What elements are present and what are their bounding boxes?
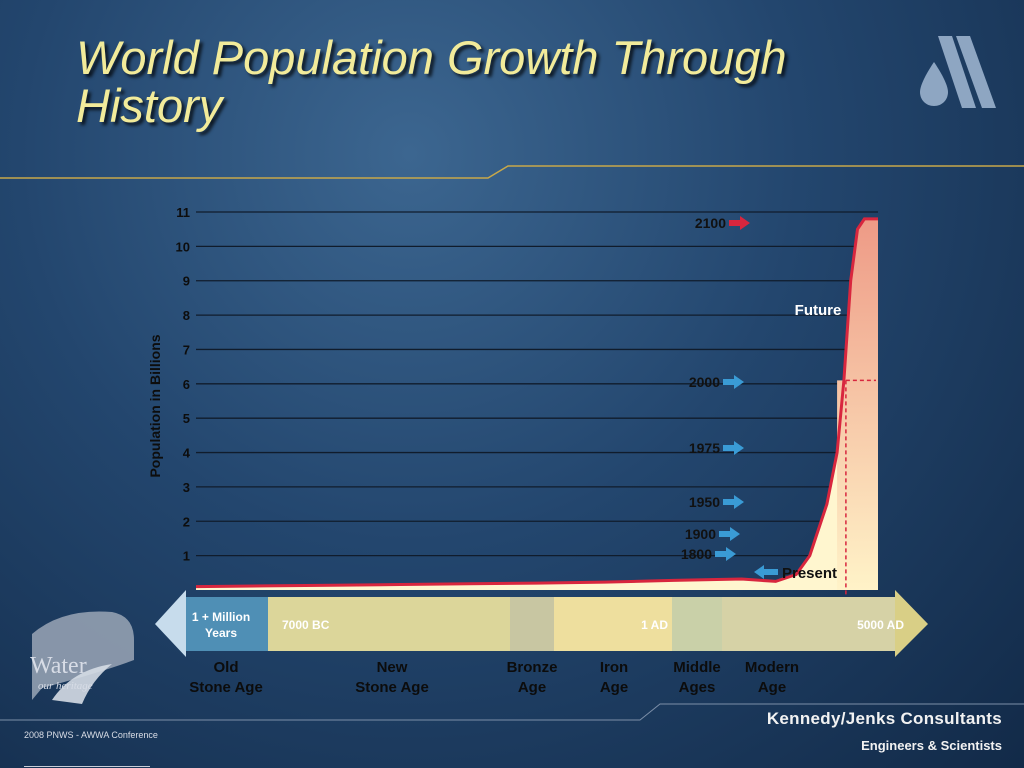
future-label: Future (795, 302, 842, 319)
y-tick-7: 7 (183, 342, 190, 357)
y-tick-9: 9 (183, 274, 190, 289)
header-divider (0, 165, 1024, 179)
population-line (195, 217, 878, 589)
present-arrow (754, 565, 778, 579)
year-label-1900: 1900 (685, 526, 716, 542)
year-label-1975: 1975 (689, 440, 720, 456)
year-arrow-2100 (729, 216, 750, 230)
water-logo-text: Water (30, 653, 87, 679)
timeline-label-1ad: 1 AD (641, 618, 668, 632)
area-fill (196, 218, 878, 590)
age-label-1-line1: New (377, 659, 408, 676)
population-chart: 1 2 3 4 5 6 7 8 9 10 11 Population in Billions Futur… (147, 205, 928, 696)
timeline-label-7000bc: 7000 BC (282, 618, 330, 632)
year-arrow-1950 (723, 495, 744, 509)
age-label-2-line2: Age (518, 679, 546, 696)
timeline-start-line2: Years (205, 626, 237, 640)
y-tick-5: 5 (183, 411, 190, 426)
age-label-5-line2: Age (758, 679, 786, 696)
age-label-5-line1: Modern (745, 659, 799, 676)
present-label: Present (782, 565, 837, 582)
age-label-0-line2: Stone Age (189, 679, 263, 696)
water-heritage-logo (32, 611, 134, 704)
footer-underline (24, 766, 150, 767)
year-arrow-1800 (715, 547, 736, 561)
year-label-2000: 2000 (689, 374, 720, 390)
timeline-start-line1: 1 + Million (192, 610, 250, 624)
y-tick-4: 4 (183, 446, 191, 461)
age-label-4-line1: Middle (673, 659, 721, 676)
age-label-0-line1: Old (214, 659, 239, 676)
slide-title: World Population Growth Through History (76, 31, 787, 132)
age-label-1-line2: Stone Age (355, 679, 429, 696)
timeline-segment-2 (554, 597, 672, 651)
y-tick-11: 11 (176, 205, 190, 220)
age-label-4-line2: Ages (679, 679, 716, 696)
timeline-label-5000ad: 5000 AD (857, 618, 904, 632)
y-tick-3: 3 (183, 480, 190, 495)
year-label-1950: 1950 (689, 494, 720, 510)
future-region (837, 218, 878, 590)
age-label-3-line2: Age (600, 679, 628, 696)
timeline-segment-0 (268, 597, 510, 651)
timeline-segment-3 (672, 597, 722, 651)
footer-divider (0, 703, 1024, 721)
y-tick-1: 1 (183, 549, 190, 564)
age-label-2-line1: Bronze (507, 659, 558, 676)
timeline-segment-1 (510, 597, 554, 651)
timeline-right-arrowhead (895, 590, 928, 657)
company-logo (920, 36, 996, 108)
year-arrow-2000 (723, 375, 744, 389)
year-label-1800: 1800 (681, 546, 712, 562)
conference-label: 2008 PNWS - AWWA Conference (24, 730, 158, 740)
year-label-2100: 2100 (695, 215, 726, 231)
year-arrow-1975 (723, 441, 744, 455)
age-label-3-line1: Iron (600, 659, 628, 676)
timeline-left-arrowhead (155, 590, 186, 657)
brand-tagline: Engineers & Scientists (861, 738, 1002, 753)
year-arrow-1900 (719, 527, 740, 541)
timeline-segment-4 (722, 597, 895, 651)
y-axis-label: Population in Billions (147, 334, 163, 477)
brand-name: Kennedy/Jenks Consultants (766, 709, 1002, 728)
y-tick-10: 10 (176, 239, 190, 254)
y-tick-8: 8 (183, 308, 190, 323)
footer-conference: 2008 PNWS - AWWA Conference (24, 730, 158, 767)
y-tick-6: 6 (183, 377, 190, 392)
y-tick-2: 2 (183, 514, 190, 529)
timeline-start-block (186, 597, 268, 651)
water-logo-subtitle: our heritage (38, 680, 93, 692)
